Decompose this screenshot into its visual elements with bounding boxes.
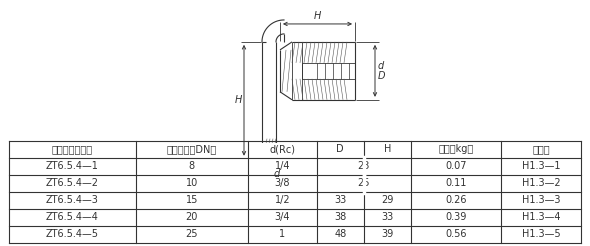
- Text: H: H: [235, 95, 242, 105]
- Text: 0.26: 0.26: [445, 195, 467, 205]
- Text: ZT6.5.4—4: ZT6.5.4—4: [46, 212, 99, 222]
- Text: 对应号: 对应号: [533, 144, 550, 154]
- Text: H1.3—4: H1.3—4: [522, 212, 560, 222]
- Text: d: d: [274, 169, 280, 179]
- Text: D: D: [378, 71, 385, 81]
- Text: 48: 48: [334, 229, 346, 239]
- Text: ZT6.5.4—3: ZT6.5.4—3: [46, 195, 99, 205]
- Text: H: H: [384, 144, 391, 154]
- Text: 1: 1: [279, 229, 286, 239]
- Text: 20: 20: [186, 212, 198, 222]
- Text: H1.3—5: H1.3—5: [522, 229, 560, 239]
- Text: 公称通径（DN）: 公称通径（DN）: [166, 144, 217, 154]
- Text: 0.11: 0.11: [445, 178, 467, 188]
- Text: 29: 29: [381, 195, 394, 205]
- Text: 0.07: 0.07: [445, 161, 467, 171]
- Text: 8: 8: [189, 161, 195, 171]
- Text: 33: 33: [381, 212, 394, 222]
- Text: 3/8: 3/8: [274, 178, 290, 188]
- Text: 0.39: 0.39: [445, 212, 467, 222]
- Text: 38: 38: [334, 212, 346, 222]
- Text: d(Rc): d(Rc): [269, 144, 296, 154]
- Text: D: D: [336, 144, 344, 154]
- Text: H1.3—3: H1.3—3: [522, 195, 560, 205]
- Text: 39: 39: [381, 229, 394, 239]
- Text: 23: 23: [358, 161, 370, 171]
- Text: 25: 25: [358, 178, 370, 188]
- Text: 3/4: 3/4: [274, 212, 290, 222]
- Text: ZT6.5.4—5: ZT6.5.4—5: [46, 229, 99, 239]
- Text: 0.56: 0.56: [445, 229, 467, 239]
- Text: 1/4: 1/4: [274, 161, 290, 171]
- Text: H1.3—2: H1.3—2: [522, 178, 560, 188]
- Text: 1/2: 1/2: [274, 195, 290, 205]
- Text: 15: 15: [186, 195, 198, 205]
- Text: d: d: [378, 61, 384, 71]
- Text: 25: 25: [185, 229, 198, 239]
- Text: 33: 33: [334, 195, 346, 205]
- Text: H1.3—1: H1.3—1: [522, 161, 560, 171]
- Text: H: H: [314, 11, 321, 21]
- Text: 10: 10: [186, 178, 198, 188]
- Text: ZT6.5.4—1: ZT6.5.4—1: [46, 161, 99, 171]
- Text: ZT6.5.4—2: ZT6.5.4—2: [46, 178, 99, 188]
- Text: 代号（订货号）: 代号（订货号）: [52, 144, 93, 154]
- Text: 重量（kg）: 重量（kg）: [438, 144, 474, 154]
